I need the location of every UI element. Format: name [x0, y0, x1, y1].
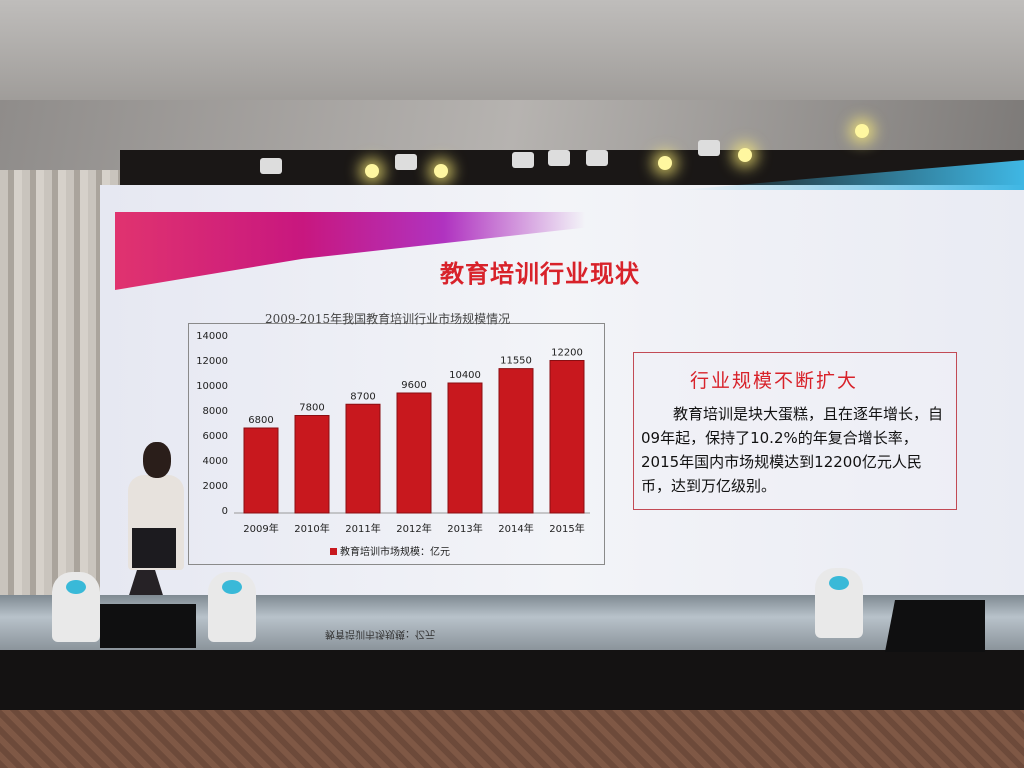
stage-speaker — [100, 604, 196, 648]
legend-swatch — [330, 548, 337, 555]
x-tick-label: 2010年 — [294, 524, 330, 535]
x-tick-label: 2012年 — [396, 524, 432, 535]
x-tick-label: 2011年 — [345, 524, 381, 535]
x-tick-label: 2014年 — [498, 524, 534, 535]
stage-light — [260, 158, 282, 174]
stage-light — [698, 140, 720, 156]
bar — [345, 403, 381, 514]
data-label: 8700 — [350, 391, 375, 402]
data-label: 12200 — [551, 348, 583, 359]
moving-head-light — [815, 568, 863, 638]
data-label: 6800 — [248, 415, 273, 426]
text-box — [633, 352, 957, 510]
moving-head-light — [52, 572, 100, 642]
chart-frame — [188, 323, 605, 565]
stage-light — [658, 156, 672, 170]
data-label: 7800 — [299, 403, 324, 414]
bar — [498, 368, 534, 514]
bar — [294, 415, 330, 514]
y-tick-label: 4000 — [202, 456, 228, 467]
y-tick-label: 12000 — [196, 356, 228, 367]
stage-speaker — [885, 600, 985, 652]
y-tick-label: 10000 — [196, 381, 228, 392]
slide-title: 教育培训行业现状 — [440, 260, 640, 288]
stage-light — [548, 150, 570, 166]
x-tick-label: 2009年 — [243, 524, 279, 535]
stage-light — [855, 124, 869, 138]
bar — [243, 427, 279, 514]
data-label: 11550 — [500, 356, 532, 367]
y-tick-label: 14000 — [196, 331, 228, 342]
chart-title: 2009-2015年我国教育培训行业市场规模情况 — [265, 312, 511, 326]
stage-light — [434, 164, 448, 178]
bar — [447, 382, 483, 514]
bar — [549, 360, 585, 514]
legend-label: 教育培训市场规模：亿元 — [340, 547, 450, 558]
stage-front — [0, 650, 1024, 710]
text-box-heading: 行业规模不断扩大 — [690, 370, 859, 392]
data-label: 10400 — [449, 370, 481, 381]
stage-light — [738, 148, 752, 162]
y-tick-label: 6000 — [202, 431, 228, 442]
stage-light — [365, 164, 379, 178]
chart-legend: 教育培训市场规模：亿元 — [330, 543, 450, 558]
bar — [396, 392, 432, 514]
text-box-body: 教育培训是块大蛋糕，且在逐年增长，自09年起，保持了10.2%的年复合增长率，2… — [641, 405, 944, 495]
presenter-head — [143, 442, 171, 478]
carpet — [0, 710, 1024, 768]
stage-light — [586, 150, 608, 166]
stage-reflection: 教育培训市场规模：亿元 — [325, 628, 435, 639]
moving-head-light — [208, 572, 256, 642]
stage-light — [512, 152, 534, 168]
data-label: 9600 — [401, 380, 426, 391]
x-tick-label: 2015年 — [549, 524, 585, 535]
y-tick-label: 0 — [221, 506, 228, 517]
stage-light — [395, 154, 417, 170]
x-tick-label: 2013年 — [447, 524, 483, 535]
y-tick-label: 8000 — [202, 406, 228, 417]
y-tick-label: 2000 — [202, 481, 228, 492]
presenter-skirt — [132, 528, 176, 568]
